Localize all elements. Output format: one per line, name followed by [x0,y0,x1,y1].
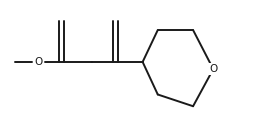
Text: O: O [208,64,216,74]
Text: O: O [35,57,43,67]
